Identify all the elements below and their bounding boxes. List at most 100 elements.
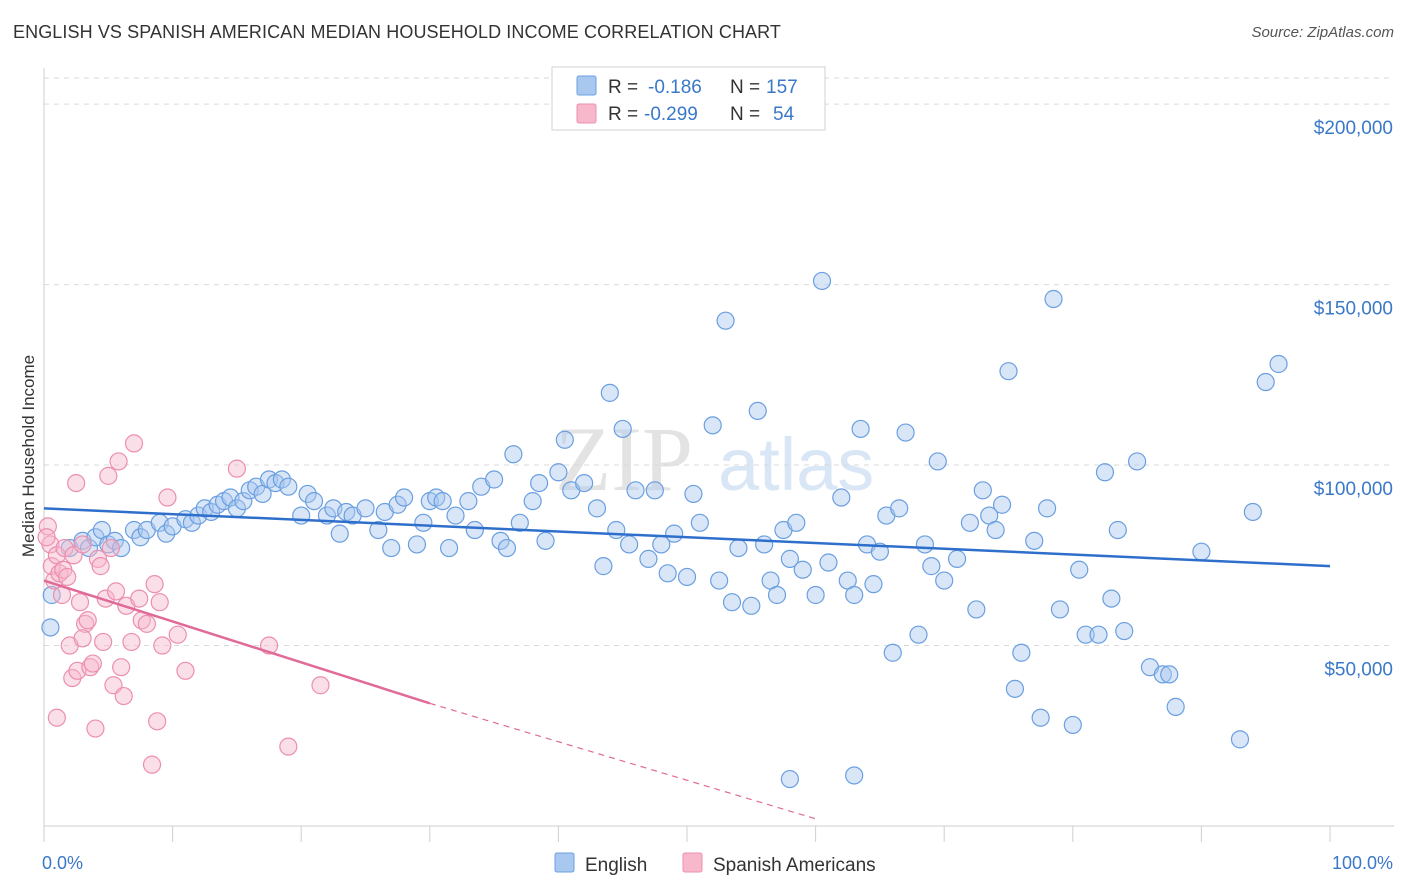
english-point [780, 549, 799, 568]
spanish-point [73, 535, 92, 554]
spanish-n-value: 54 [773, 104, 795, 125]
spanish-point [106, 582, 126, 601]
english-point [896, 423, 915, 442]
english-point [555, 430, 574, 449]
english-point [716, 311, 735, 330]
english-point [845, 766, 864, 785]
y-tick-label: $200,000 [1314, 118, 1393, 139]
x-tick-label-max: 100.0% [1332, 853, 1393, 873]
english-point [407, 535, 427, 554]
spanish-point [88, 549, 108, 568]
spanish-point [78, 611, 97, 630]
watermark: ZIP atlas [555, 408, 874, 510]
spanish-point [67, 473, 86, 493]
english-n-label: N = [730, 77, 760, 98]
english-point [909, 625, 928, 644]
english-point [639, 549, 658, 568]
english-point [722, 593, 742, 612]
english-point [787, 513, 806, 532]
spanish-point [122, 632, 141, 652]
legend-english-swatch [554, 852, 575, 873]
english-point [1012, 643, 1031, 662]
english-point [536, 531, 555, 550]
spanish-point [112, 658, 131, 677]
english-point [530, 473, 549, 493]
english-point [658, 564, 677, 583]
english-point [549, 463, 568, 482]
english-point [497, 538, 517, 558]
english-point [131, 528, 150, 547]
y-tick-label: $100,000 [1314, 479, 1393, 500]
english-point [1031, 708, 1050, 727]
legend-spanish-label: Spanish Americans [713, 855, 876, 876]
english-point [626, 481, 645, 500]
english-r-value: -0.186 [648, 77, 702, 98]
english-point [992, 495, 1012, 514]
source-label: Source: ZipAtlas.com [1251, 24, 1394, 41]
english-point [1089, 625, 1108, 644]
spanish-trend-extension [429, 702, 816, 820]
english-point [967, 600, 986, 619]
english-n-value: 157 [766, 77, 798, 98]
english-point [414, 513, 433, 532]
spanish-point [37, 528, 56, 547]
english-point [279, 477, 298, 496]
english-point [1102, 589, 1121, 608]
english-point [369, 520, 388, 540]
english-point [1050, 600, 1070, 619]
english-point [157, 524, 176, 543]
spanish-point [168, 625, 187, 644]
spanish-point [70, 593, 90, 612]
english-point [864, 575, 883, 594]
english-point [433, 492, 452, 511]
english-point [485, 470, 504, 489]
spanish-point [86, 719, 105, 738]
stats-legend: R = -0.186 N = 157 R = -0.299 N = 54 [551, 66, 826, 131]
english-point [510, 513, 529, 532]
english-point [1076, 625, 1095, 644]
english-point [459, 492, 478, 511]
x-ticks [43, 826, 1331, 842]
spanish-point [311, 676, 330, 695]
english-point [710, 571, 729, 590]
spanish-r-label: R = [608, 104, 638, 125]
spanish-point [176, 661, 195, 680]
english-point [928, 452, 947, 471]
spanish-point [145, 575, 164, 594]
english-swatch [576, 75, 597, 96]
spanish-point [114, 686, 133, 706]
english-point [607, 520, 626, 540]
english-point [973, 481, 992, 500]
english-point [819, 553, 838, 572]
english-point [1044, 289, 1063, 309]
english-point [272, 470, 292, 489]
english-point [124, 520, 144, 540]
legend-spanish-swatch [682, 852, 703, 873]
english-point [1269, 354, 1288, 374]
english-point [935, 571, 954, 590]
english-point [523, 492, 542, 511]
english-point [575, 473, 594, 493]
spanish-point [153, 636, 172, 655]
spanish-point [137, 614, 156, 633]
english-point [42, 585, 61, 605]
english-point [947, 549, 967, 568]
english-point [1243, 502, 1262, 522]
stats-legend-box [551, 66, 826, 131]
english-point [620, 535, 639, 554]
spanish-point [91, 557, 110, 576]
english-point [1230, 730, 1250, 749]
english-r-label: R = [608, 77, 638, 98]
spanish-point [73, 629, 92, 648]
english-point [1025, 531, 1044, 550]
english-point [665, 524, 684, 543]
english-point [1166, 697, 1185, 716]
english-point [677, 567, 697, 587]
english-point [1037, 499, 1057, 518]
spanish-points [37, 434, 330, 774]
english-point [491, 531, 510, 550]
english-point [729, 538, 748, 558]
english-point [883, 643, 902, 662]
y-tick-labels: $50,000 $100,000 $150,000 $200,000 [1314, 118, 1393, 680]
spanish-r-value: -0.299 [644, 104, 698, 125]
